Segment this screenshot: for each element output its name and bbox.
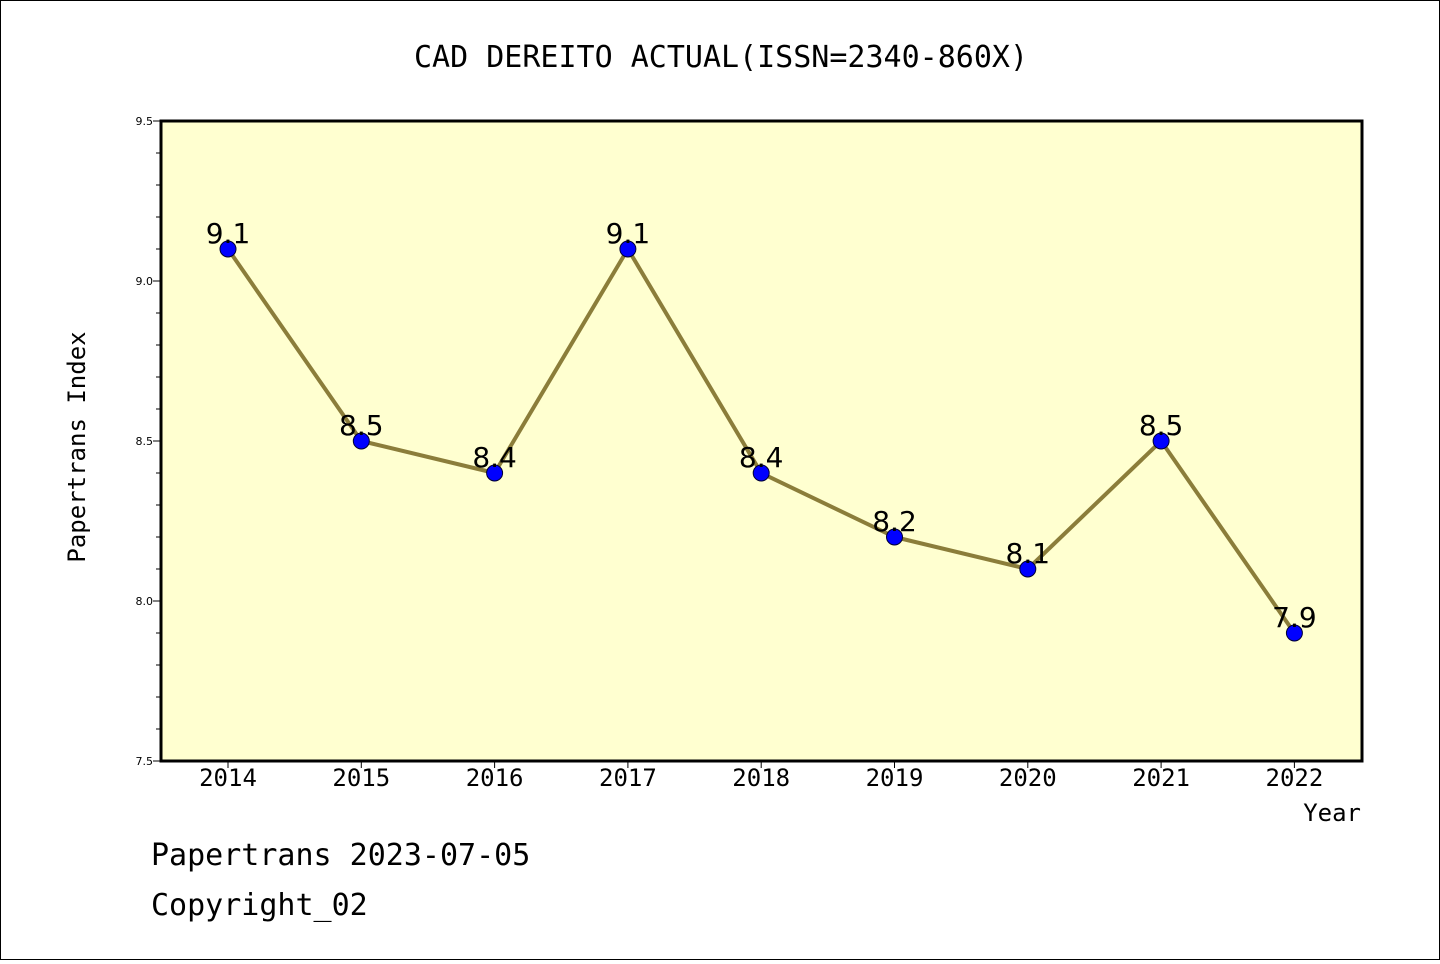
x-axis-label: Year [1303, 799, 1361, 827]
data-label: 8.5 [339, 409, 384, 442]
data-label: 9.1 [206, 217, 251, 250]
series-line [219, 240, 1303, 642]
y-tick-label: 9.0 [136, 275, 154, 288]
data-label: 8.1 [1006, 537, 1051, 570]
x-tick-label: 2015 [332, 764, 390, 792]
x-tick-label: 2021 [1132, 764, 1190, 792]
data-point [352, 432, 370, 450]
x-tick-label: 2017 [599, 764, 657, 792]
data-point [219, 240, 237, 258]
y-tick-label: 8.5 [136, 435, 154, 448]
x-tick-label: 2020 [999, 764, 1057, 792]
y-tick-label: 7.5 [136, 755, 154, 768]
data-point [1285, 624, 1303, 642]
x-axis: 2014 2015 2016 2017 2018 2019 2020 2021 2022 [199, 761, 1323, 792]
data-point [486, 464, 504, 482]
x-tick-label: 2019 [866, 764, 924, 792]
data-label: 8.4 [739, 441, 784, 474]
data-point [1152, 432, 1170, 450]
data-label: 8.2 [872, 505, 917, 538]
data-label: 8.5 [1139, 409, 1184, 442]
data-point [752, 464, 770, 482]
data-label: 8.4 [472, 441, 517, 474]
y-axis: 7.5 8.0 8.5 9.0 9.5 [136, 115, 161, 768]
data-point [886, 528, 903, 546]
y-tick-label: 8.0 [136, 595, 154, 608]
data-point [1019, 560, 1037, 578]
x-tick-label: 2018 [732, 764, 790, 792]
footer-date: Papertrans 2023-07-05 [151, 838, 530, 873]
x-tick-label: 2014 [199, 764, 257, 792]
data-point [619, 240, 637, 258]
x-tick-label: 2016 [466, 764, 524, 792]
data-label: 7.9 [1272, 601, 1317, 634]
y-axis-label: Papertrans Index [63, 331, 91, 562]
data-label: 9.1 [606, 217, 651, 250]
x-tick-label: 2022 [1266, 764, 1324, 792]
data-labels: 9.1 8.5 8.4 9.1 8.4 8.2 8.1 8.5 7.9 [206, 217, 1317, 634]
footer-copyright: Copyright_02 [151, 888, 368, 923]
chart-title: CAD DEREITO ACTUAL(ISSN=2340-860X) [414, 40, 1028, 75]
y-tick-label: 9.5 [136, 115, 154, 128]
